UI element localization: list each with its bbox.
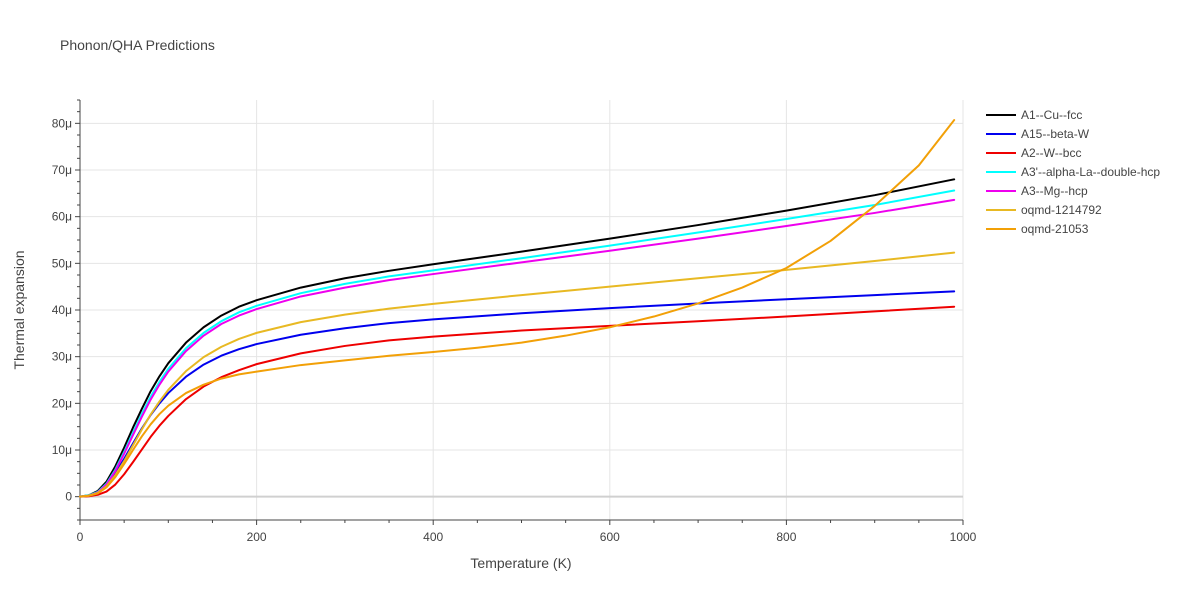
legend-item[interactable]: A2--W--bcc — [986, 146, 1081, 160]
legend[interactable]: A1--Cu--fcc A15--beta-W A2--W--bcc A3'--alp… — [986, 108, 1160, 236]
series-line-a3-mg-hcp — [79, 198, 956, 498]
legend-item[interactable]: A3'--alpha-La--double-hcp — [986, 165, 1160, 179]
x-tick-label: 200 — [247, 530, 267, 544]
x-tick-label: 800 — [776, 530, 796, 544]
chart-title: Phonon/QHA Predictions — [60, 37, 215, 53]
y-tick-label: 40μ — [52, 303, 72, 317]
series-lines — [79, 119, 956, 498]
y-tick-label: 30μ — [52, 350, 72, 364]
x-tick-label: 0 — [77, 530, 84, 544]
series-line-a15-beta-w — [79, 290, 956, 498]
y-tick-label: 70μ — [52, 163, 72, 177]
legend-label: oqmd-1214792 — [1021, 203, 1102, 217]
y-tick-label: 50μ — [52, 256, 72, 270]
legend-item[interactable]: oqmd-21053 — [986, 222, 1089, 236]
y-tick-label: 60μ — [52, 210, 72, 224]
legend-label: A15--beta-W — [1021, 127, 1090, 141]
legend-item[interactable]: A3--Mg--hcp — [986, 184, 1088, 198]
axes: 0 200 400 600 800 1000 0 10μ 20μ 30μ 40μ 50μ 60μ 70μ 8… — [52, 99, 977, 544]
gridlines — [80, 100, 964, 520]
legend-item[interactable]: A1--Cu--fcc — [986, 108, 1082, 122]
series-line-a1-cu-fcc — [79, 178, 956, 498]
x-tick-label: 400 — [423, 530, 443, 544]
legend-item[interactable]: A15--beta-W — [986, 127, 1090, 141]
y-tick-label: 80μ — [52, 116, 72, 130]
y-tick-label: 10μ — [52, 443, 72, 457]
legend-item[interactable]: oqmd-1214792 — [986, 203, 1102, 217]
y-axis-title: Thermal expansion — [11, 250, 27, 369]
y-tick-label: 0 — [65, 490, 72, 504]
legend-label: A3--Mg--hcp — [1021, 184, 1088, 198]
legend-label: oqmd-21053 — [1021, 222, 1089, 236]
y-tick-label: 20μ — [52, 396, 72, 410]
legend-label: A3'--alpha-La--double-hcp — [1021, 165, 1160, 179]
x-tick-label: 600 — [600, 530, 620, 544]
legend-label: A2--W--bcc — [1021, 146, 1081, 160]
legend-label: A1--Cu--fcc — [1021, 108, 1082, 122]
series-line-oqmd-21053 — [79, 119, 956, 498]
x-axis-title: Temperature (K) — [470, 555, 571, 571]
x-tick-label: 1000 — [950, 530, 977, 544]
series-line-oqmd-1214792 — [79, 251, 956, 498]
